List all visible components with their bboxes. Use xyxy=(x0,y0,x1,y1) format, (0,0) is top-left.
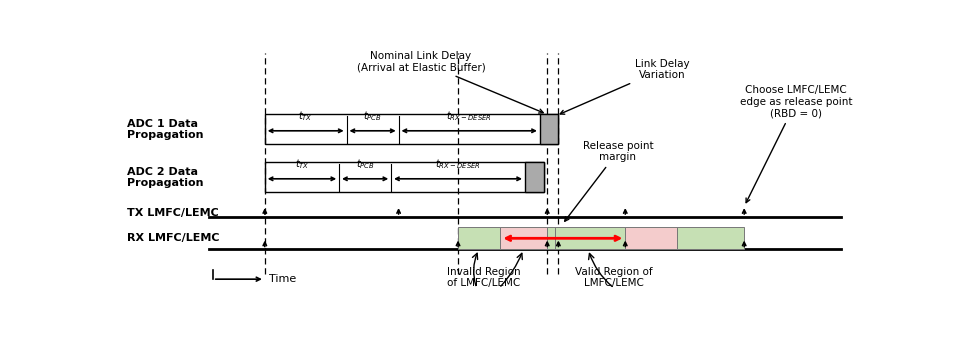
Bar xyxy=(525,162,544,192)
Bar xyxy=(677,227,744,249)
Bar xyxy=(458,227,501,249)
Bar xyxy=(501,227,548,249)
Text: Nominal Link Delay
(Arrival at Elastic Buffer): Nominal Link Delay (Arrival at Elastic B… xyxy=(357,51,543,113)
Bar xyxy=(265,162,544,192)
Text: $t_{RX-DESER}$: $t_{RX-DESER}$ xyxy=(446,109,492,123)
Text: Valid Region of
LMFC/LEMC: Valid Region of LMFC/LEMC xyxy=(575,267,653,288)
Text: $t_{PCB}$: $t_{PCB}$ xyxy=(356,157,375,171)
Text: $t_{TX}$: $t_{TX}$ xyxy=(294,157,310,171)
Bar xyxy=(548,227,554,249)
Text: Link Delay
Variation: Link Delay Variation xyxy=(560,59,690,114)
Text: ADC 2 Data
Propagation: ADC 2 Data Propagation xyxy=(128,166,204,188)
Text: $t_{RX-DESER}$: $t_{RX-DESER}$ xyxy=(435,157,481,171)
Text: RX LMFC/LEMC: RX LMFC/LEMC xyxy=(128,234,220,243)
Bar xyxy=(554,227,625,249)
Bar xyxy=(265,114,558,144)
Text: Choose LMFC/LEMC
edge as release point
(RBD = 0): Choose LMFC/LEMC edge as release point (… xyxy=(740,85,853,203)
Text: Time: Time xyxy=(269,274,295,284)
Bar xyxy=(625,227,677,249)
Text: ADC 1 Data
Propagation: ADC 1 Data Propagation xyxy=(128,119,204,140)
Bar xyxy=(540,114,558,144)
Text: Invalid Region
of LMFC/LEMC: Invalid Region of LMFC/LEMC xyxy=(447,267,521,288)
Text: TX LMFC/LEMC: TX LMFC/LEMC xyxy=(128,208,219,218)
Text: $t_{PCB}$: $t_{PCB}$ xyxy=(363,109,382,123)
Text: $t_{TX}$: $t_{TX}$ xyxy=(298,109,313,123)
Text: Release point
margin: Release point margin xyxy=(565,141,653,221)
